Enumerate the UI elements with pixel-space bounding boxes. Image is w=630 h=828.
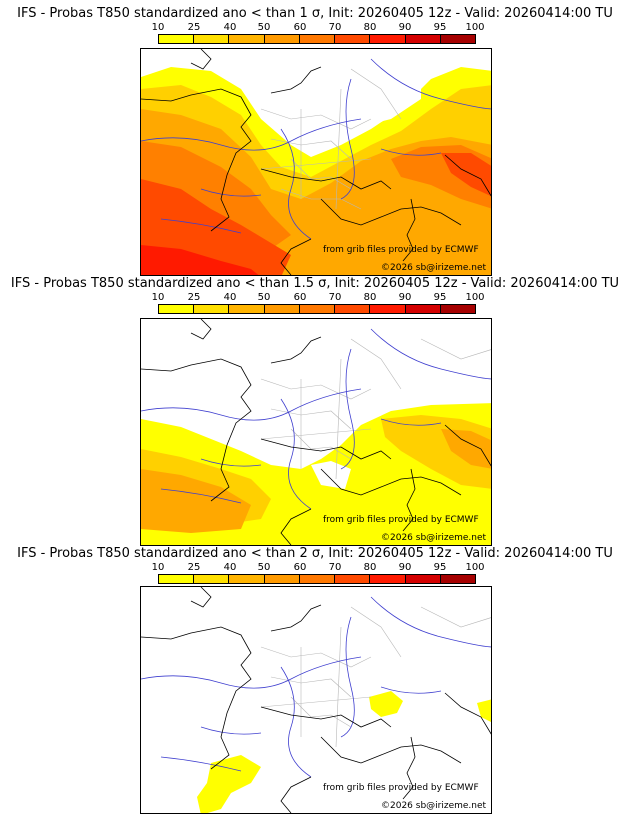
prob-area-dark-red [141, 245, 259, 275]
prob-area-orange [141, 469, 251, 533]
colorbar-tick: 50 [257, 292, 271, 303]
colorbar-swatch [194, 35, 230, 43]
colorbar-swatch [299, 305, 336, 313]
coastlines [141, 319, 491, 545]
colorbar [158, 34, 476, 44]
prob-area-orange [441, 429, 491, 469]
colorbar-swatch [264, 575, 300, 583]
colorbar-swatch [264, 305, 300, 313]
rivers [141, 58, 491, 240]
colorbar-labels: 10 25 40 50 60 70 80 90 95 100 [142, 22, 502, 34]
map-panel-3: IFS - Probas T850 standardized ano < tha… [0, 546, 630, 814]
admin-boundaries [260, 338, 491, 480]
prob-area-yellow [197, 755, 261, 813]
colorbar-swatch [335, 575, 371, 583]
colorbar-tick: 60 [293, 292, 307, 303]
colorbar-swatch [335, 305, 371, 313]
admin-boundaries [260, 68, 402, 210]
prob-area-yellow [477, 699, 491, 722]
colorbar-swatch [370, 305, 406, 313]
colorbar-swatch [194, 305, 230, 313]
colorbar-tick: 80 [363, 292, 377, 303]
colorbar-swatch [159, 35, 195, 43]
colorbar-swatch [335, 35, 371, 43]
probability-map: from grib files provided by ECMWF ©2026 … [140, 586, 492, 814]
panel-title: IFS - Probas T850 standardized ano < tha… [10, 276, 620, 291]
map-canvas [141, 587, 491, 813]
colorbar-tick: 70 [328, 562, 342, 573]
copyright-credit: ©2026 sb@irizeme.net [381, 263, 487, 273]
colorbar-tick: 90 [398, 292, 412, 303]
map-panel-1: IFS - Probas T850 standardized ano < tha… [0, 6, 630, 276]
colorbar-tick: 80 [363, 562, 377, 573]
colorbar-tick: 10 [151, 562, 165, 573]
colorbar-tick: 70 [328, 22, 342, 33]
admin-boundaries [260, 606, 491, 748]
colorbar-swatch [440, 305, 475, 313]
colorbar-tick: 50 [257, 562, 271, 573]
colorbar-swatch [229, 35, 265, 43]
colorbar-tick: 100 [465, 562, 485, 573]
colorbar-tick: 100 [465, 292, 485, 303]
copyright-credit: ©2026 sb@irizeme.net [381, 533, 487, 543]
colorbar-tick: 80 [363, 22, 377, 33]
probability-map: from grib files provided by ECMWF ©2026 … [140, 48, 492, 276]
data-source-credit: from grib files provided by ECMWF [323, 245, 479, 255]
colorbar-tick: 95 [433, 292, 447, 303]
colorbar-swatch [194, 575, 230, 583]
colorbar-tick: 90 [398, 22, 412, 33]
colorbar-tick: 40 [223, 562, 237, 573]
map-panel-2: IFS - Probas T850 standardized ano < tha… [0, 276, 630, 546]
data-source-credit: from grib files provided by ECMWF [323, 515, 479, 525]
map-canvas [141, 319, 491, 545]
colorbar-tick: 25 [187, 292, 201, 303]
colorbar-swatch [405, 35, 441, 43]
prob-area-none [311, 461, 351, 489]
colorbar-tick: 95 [433, 22, 447, 33]
colorbar [158, 304, 476, 314]
colorbar-tick: 70 [328, 292, 342, 303]
colorbar-swatch [229, 305, 265, 313]
colorbar-swatch [229, 575, 265, 583]
colorbar-tick: 60 [293, 562, 307, 573]
probability-map: from grib files provided by ECMWF ©2026 … [140, 318, 492, 546]
colorbar-swatch [299, 35, 336, 43]
colorbar-swatch [299, 575, 336, 583]
colorbar-tick: 95 [433, 562, 447, 573]
colorbar [158, 574, 476, 584]
colorbar-tick: 10 [151, 22, 165, 33]
colorbar-tick: 90 [398, 562, 412, 573]
copyright-credit: ©2026 sb@irizeme.net [381, 801, 487, 811]
colorbar-labels: 10 25 40 50 60 70 80 90 95 100 [142, 562, 502, 574]
colorbar-tick: 25 [187, 22, 201, 33]
colorbar-tick: 40 [223, 292, 237, 303]
rivers [141, 596, 491, 778]
colorbar-swatch [159, 575, 195, 583]
prob-area-none [251, 49, 421, 129]
colorbar-tick: 100 [465, 22, 485, 33]
panel-title: IFS - Probas T850 standardized ano < tha… [17, 6, 613, 21]
colorbar-labels: 10 25 40 50 60 70 80 90 95 100 [142, 292, 502, 304]
prob-area-red [441, 153, 491, 197]
panel-title: IFS - Probas T850 standardized ano < tha… [17, 546, 613, 561]
colorbar-tick: 25 [187, 562, 201, 573]
colorbar-swatch [440, 35, 475, 43]
colorbar-tick: 40 [223, 22, 237, 33]
data-source-credit: from grib files provided by ECMWF [323, 783, 479, 793]
map-canvas [141, 49, 491, 275]
colorbar-tick: 50 [257, 22, 271, 33]
colorbar-swatch [264, 35, 300, 43]
coastlines [141, 49, 491, 275]
colorbar-tick: 60 [293, 22, 307, 33]
colorbar-swatch [405, 575, 441, 583]
colorbar-tick: 10 [151, 292, 165, 303]
coastlines [141, 587, 491, 813]
colorbar-swatch [159, 305, 195, 313]
colorbar-swatch [440, 575, 475, 583]
colorbar-swatch [370, 575, 406, 583]
colorbar-swatch [370, 35, 406, 43]
colorbar-swatch [405, 305, 441, 313]
prob-area-yellow [369, 691, 403, 717]
rivers [141, 328, 491, 510]
